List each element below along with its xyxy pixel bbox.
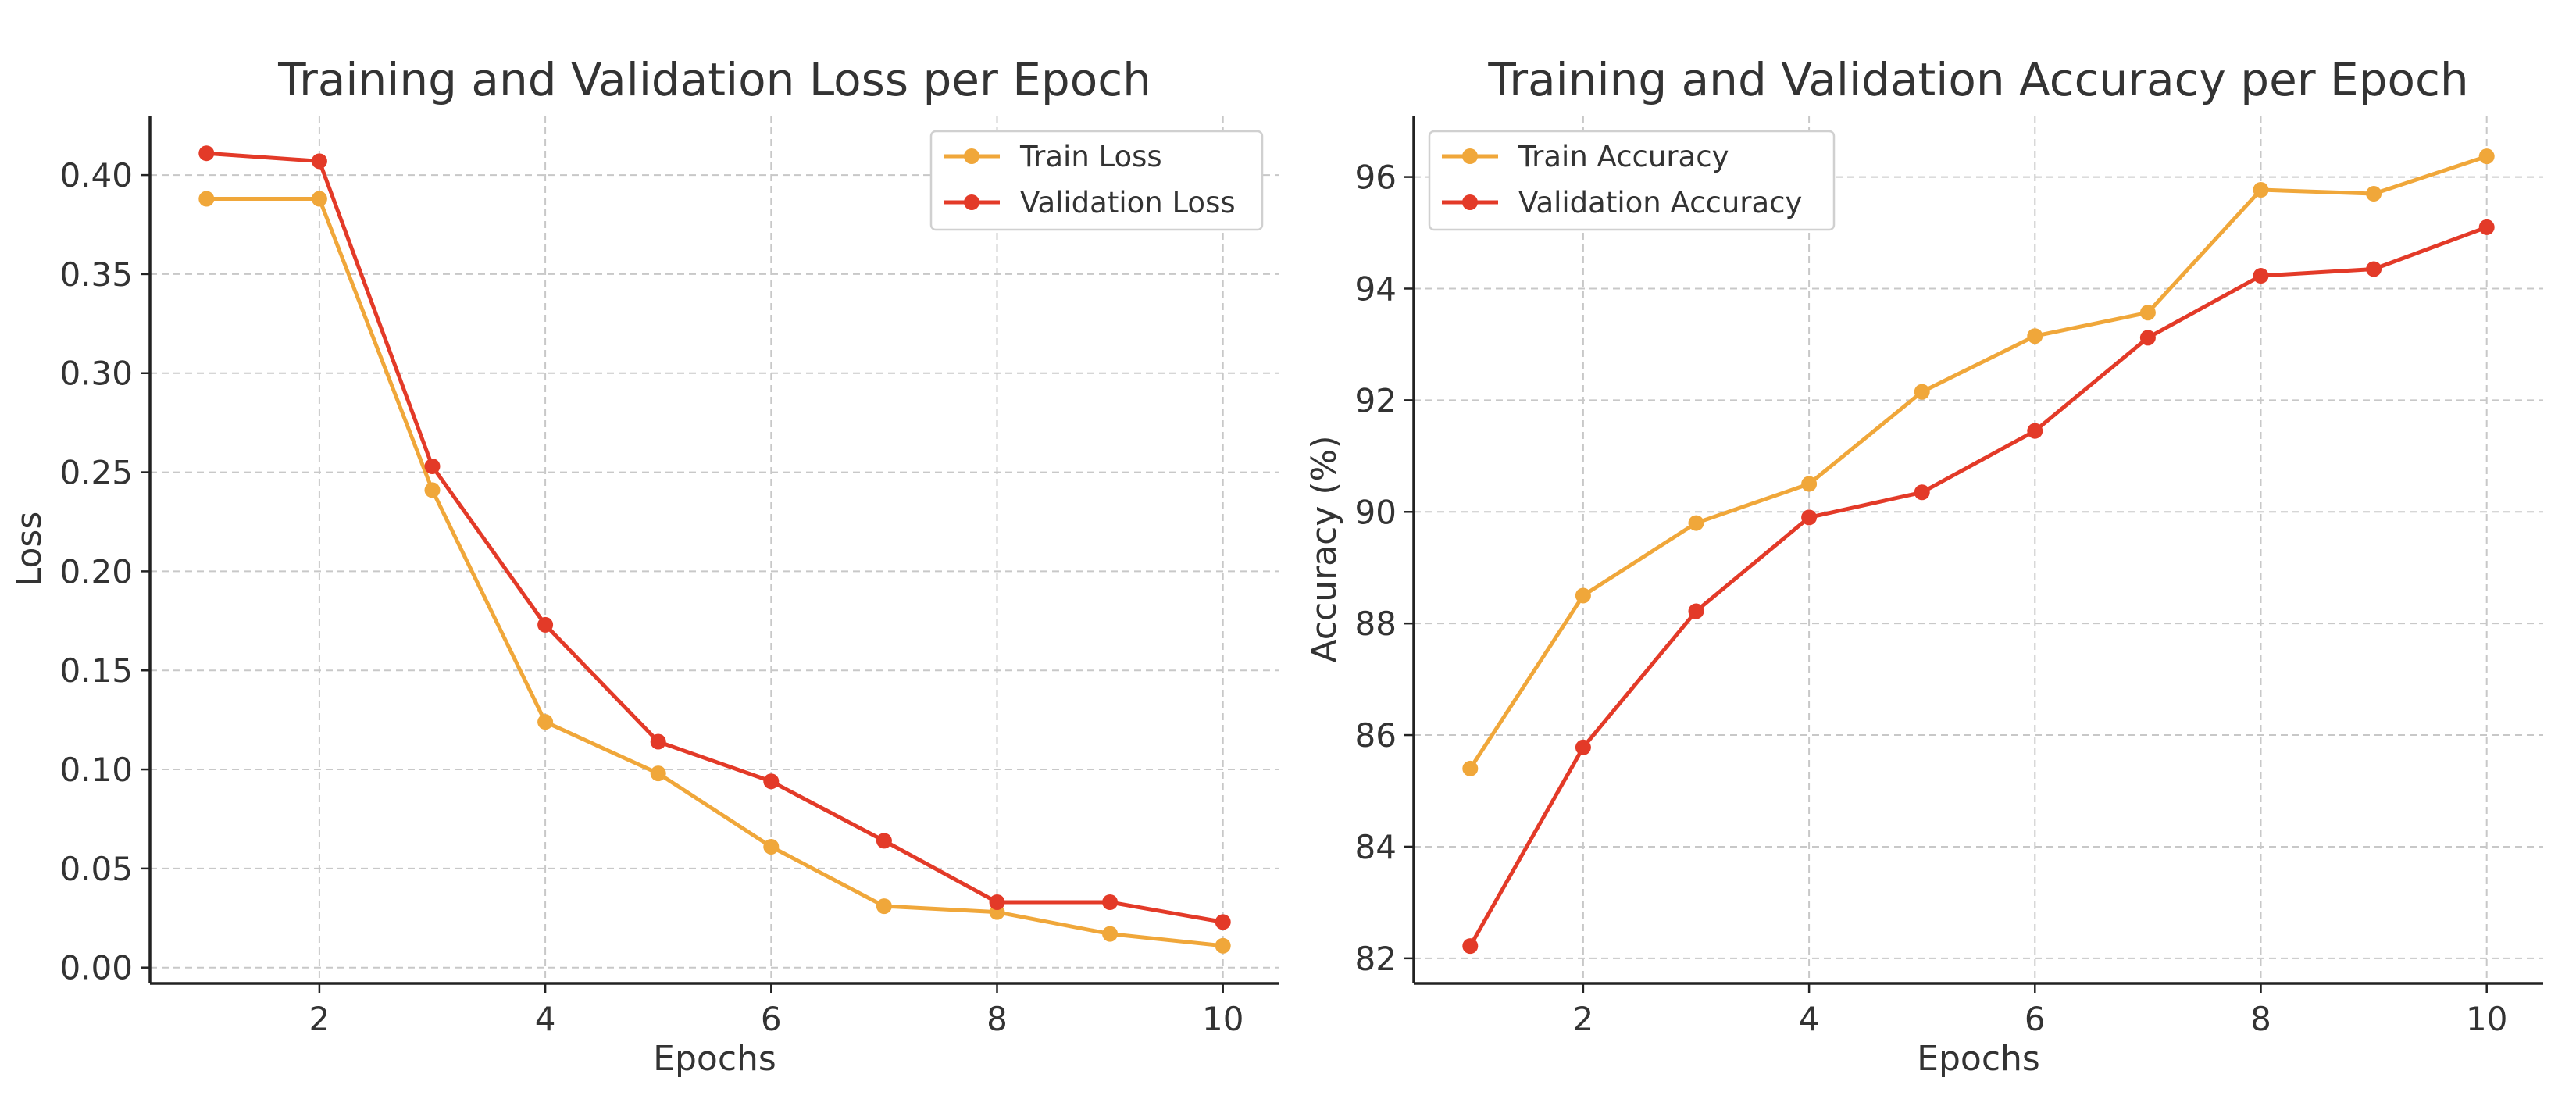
legend-marker (964, 148, 979, 164)
y-tick-label: 0.05 (59, 850, 133, 888)
data-point (424, 458, 441, 474)
data-point (1462, 760, 1479, 776)
data-point (2027, 423, 2043, 439)
y-tick-label: 82 (1355, 940, 1397, 978)
data-point (1914, 384, 1930, 400)
data-point (198, 145, 215, 162)
y-tick-label: 0.25 (59, 454, 133, 492)
data-point (2139, 330, 2156, 346)
loss-grid (150, 116, 1279, 983)
data-point (1102, 894, 1119, 911)
data-point (1575, 587, 1591, 604)
y-tick-label: 0.20 (59, 552, 133, 591)
loss-chart: 2 4 6 8 10 0.00 0.05 0.10 0.15 0.20 0.25 0.30 0.35 0.… (9, 53, 1279, 1079)
data-point (537, 714, 554, 730)
legend-frame (929, 130, 1264, 231)
data-point (1801, 509, 1818, 526)
data-point (1914, 484, 1930, 501)
loss-series-validation (198, 145, 1231, 930)
data-point (1688, 603, 1704, 619)
x-tick-label: 2 (1573, 1000, 1594, 1038)
x-tick-label: 10 (1202, 1000, 1243, 1038)
y-tick-label: 0.10 (59, 751, 133, 789)
data-point (763, 838, 780, 855)
data-point (876, 898, 892, 915)
x-tick-label: 2 (309, 1000, 330, 1038)
y-tick-label: 0.35 (59, 255, 133, 294)
legend-label: Train Loss (1019, 140, 1162, 173)
data-point (2366, 261, 2382, 277)
series-line (1468, 225, 2488, 947)
accuracy-legend: Train Accuracy Validation Accuracy (1428, 130, 1836, 231)
y-tick-label: 92 (1355, 381, 1397, 419)
data-point (2253, 182, 2269, 198)
data-point (2253, 268, 2269, 284)
legend-marker (1462, 194, 1478, 210)
y-tick-label: 86 (1355, 716, 1397, 755)
accuracy-chart: 2 4 6 8 10 82 84 86 88 90 92 94 96 Training and Valid… (1304, 53, 2543, 1079)
data-point (2139, 305, 2156, 321)
y-tick-label: 0.30 (59, 355, 133, 393)
y-tick-label: 0.15 (59, 651, 133, 690)
accuracy-x-axis-label: Epochs (1917, 1039, 2040, 1079)
data-point (2027, 328, 2043, 344)
accuracy-grid (1414, 116, 2543, 983)
data-point (1215, 914, 1231, 930)
legend-label: Train Accuracy (1518, 140, 1729, 173)
series-line (206, 197, 1223, 948)
loss-y-axis-label: Loss (9, 512, 49, 587)
data-point (1575, 739, 1591, 755)
series-line (206, 151, 1224, 924)
x-tick-label: 4 (1799, 1000, 1820, 1038)
accuracy-y-axis-label: Accuracy (%) (1304, 435, 1344, 662)
y-tick-label: 94 (1355, 269, 1397, 308)
x-tick-label: 10 (2466, 1000, 2507, 1038)
data-point (198, 191, 215, 207)
x-tick-label: 8 (2250, 1000, 2271, 1038)
accuracy-series-train (1462, 148, 2495, 776)
x-tick-label: 4 (535, 1000, 556, 1038)
legend-marker (1462, 148, 1478, 164)
data-point (650, 765, 666, 782)
y-tick-label: 0.40 (59, 156, 133, 194)
loss-series-train (198, 191, 1231, 954)
legend-marker (964, 194, 979, 210)
data-point (763, 773, 780, 790)
data-point (424, 482, 441, 498)
x-tick-label: 8 (987, 1000, 1008, 1038)
data-point (2366, 186, 2382, 202)
accuracy-series-validation (1462, 219, 2495, 955)
y-tick-label: 88 (1355, 605, 1397, 643)
legend-label: Validation Loss (1020, 186, 1236, 219)
x-tick-label: 6 (761, 1000, 782, 1038)
data-point (311, 191, 327, 207)
legend-frame (1428, 130, 1836, 231)
data-point (2478, 148, 2495, 165)
data-point (2478, 219, 2495, 235)
data-point (537, 616, 554, 633)
accuracy-chart-title: Training and Validation Accuracy per Epo… (1487, 53, 2468, 106)
y-tick-label: 96 (1355, 159, 1397, 197)
legend-label: Validation Accuracy (1518, 186, 1802, 219)
data-point (1688, 515, 1704, 531)
x-tick-label: 6 (2025, 1000, 2046, 1038)
y-tick-label: 0.00 (59, 949, 133, 987)
data-point (1215, 937, 1231, 954)
data-point (989, 894, 1005, 911)
y-tick-label: 90 (1355, 493, 1397, 531)
loss-legend: Train Loss Validation Loss (929, 130, 1264, 231)
loss-chart-title: Training and Validation Loss per Epoch (277, 53, 1151, 106)
data-point (1102, 926, 1119, 942)
data-point (876, 833, 892, 849)
data-point (1462, 938, 1479, 955)
loss-x-axis-label: Epochs (653, 1039, 776, 1079)
y-tick-label: 84 (1355, 828, 1397, 866)
series-line (1468, 154, 2488, 770)
data-point (1801, 476, 1818, 492)
data-point (311, 153, 327, 170)
data-point (650, 733, 666, 750)
